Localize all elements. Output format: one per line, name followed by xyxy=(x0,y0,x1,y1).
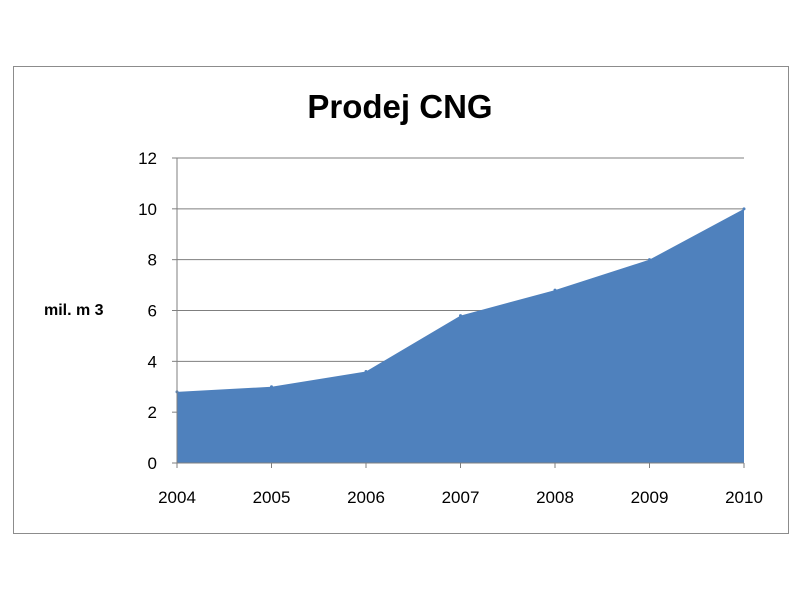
x-tick-label: 2008 xyxy=(536,488,574,507)
data-point-2006 xyxy=(364,370,368,373)
y-axis-label: mil. m 3 xyxy=(44,302,104,319)
x-tick-label: 2010 xyxy=(725,488,763,507)
x-tick-label: 2005 xyxy=(253,488,291,507)
data-point-2009 xyxy=(648,258,651,262)
data-point-2010 xyxy=(742,207,746,211)
data-point-2008 xyxy=(553,288,557,292)
axes xyxy=(172,157,745,468)
area-fill xyxy=(177,208,744,463)
data-point-2007 xyxy=(459,314,462,318)
y-tick-label: 6 xyxy=(148,302,157,321)
y-tick-labels: 0 2 4 6 8 10 12 xyxy=(138,149,157,473)
x-tick-labels: 2004 2005 2006 2007 2008 2009 2010 xyxy=(158,488,763,507)
x-tick-label: 2004 xyxy=(158,488,196,507)
area-series xyxy=(175,207,746,463)
y-tick-label: 0 xyxy=(148,454,157,473)
y-tick-label: 10 xyxy=(138,200,157,219)
chart-title: Prodej CNG xyxy=(307,88,493,125)
y-tick-label: 12 xyxy=(138,149,157,168)
y-tick-label: 2 xyxy=(148,403,157,422)
data-point-2005 xyxy=(270,385,273,389)
x-tick-label: 2006 xyxy=(347,488,385,507)
x-tick-label: 2007 xyxy=(442,488,480,507)
y-tick-label: 8 xyxy=(148,251,157,270)
y-tick-label: 4 xyxy=(148,352,157,371)
x-tick-label: 2009 xyxy=(631,488,669,507)
